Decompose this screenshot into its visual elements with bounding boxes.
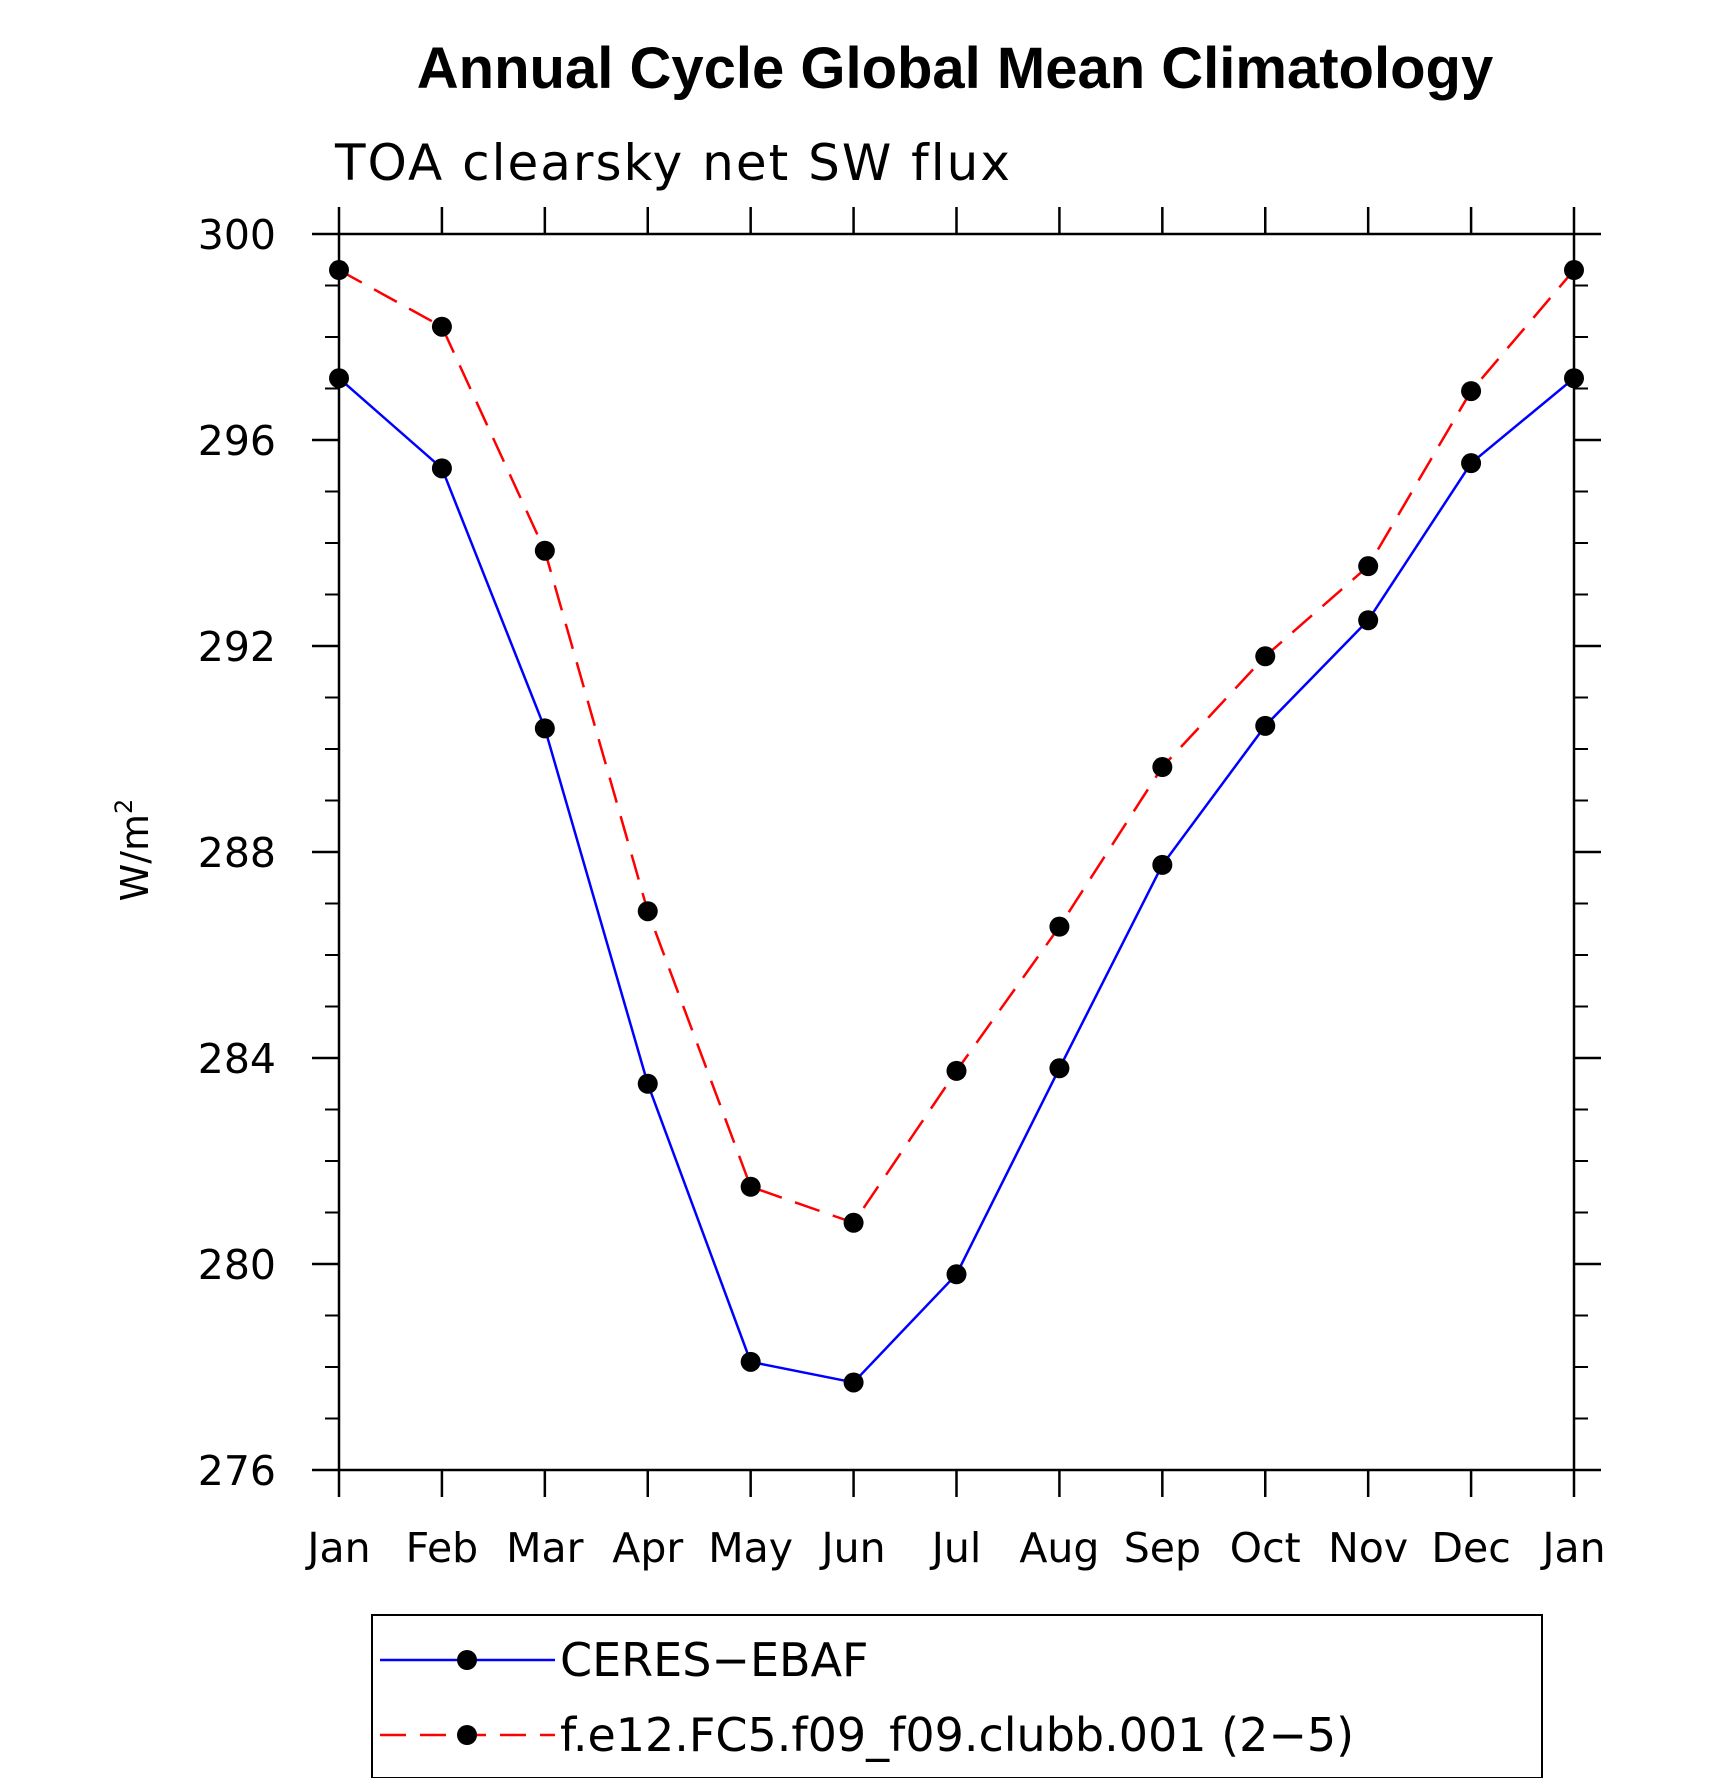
y-tick-label: 276 [198,1447,276,1495]
y-tick-label: 280 [198,1241,276,1289]
x-tick-label: Nov [1328,1524,1408,1572]
legend-box [371,1614,1543,1778]
data-point [740,1351,761,1372]
data-point [637,1073,658,1094]
data-point [1152,757,1173,778]
y-axis-label-base: W/m [113,814,157,901]
x-tick-label: Apr [612,1524,683,1572]
data-point [1564,260,1584,281]
x-tick-label: Jan [1539,1524,1605,1572]
chart-title: Annual Cycle Global Mean Climatology [417,36,1493,101]
series-0 [329,368,1584,1393]
x-tick-label: Dec [1431,1524,1510,1572]
y-tick-label: 292 [198,623,276,671]
y-tick-label: 296 [198,417,276,465]
data-point [1049,1058,1070,1079]
x-tick-label: Feb [406,1524,479,1572]
data-point [431,458,452,479]
x-tick-label: Jan [304,1524,370,1572]
data-point [946,1060,967,1081]
plot-area [337,232,1576,1472]
legend-label-model: f.e12.FC5.f09_f09.clubb.001 (2−5) [560,1708,1354,1762]
data-point [843,1372,864,1393]
x-tick-label: Mar [506,1524,583,1572]
data-point [1255,646,1276,667]
x-tick-label: Jul [929,1524,981,1572]
data-point [534,540,555,561]
data-point [1152,854,1173,875]
plot-frame [337,232,1576,1472]
x-tick-label: May [708,1524,793,1572]
legend: CERES−EBAF f.e12.FC5.f09_f09.clubb.001 (… [371,1614,1543,1778]
data-point [1461,381,1482,402]
chart-subtitle: TOA clearsky net SW flux [334,134,1012,192]
data-point [946,1264,967,1285]
data-point [1255,715,1276,736]
data-point [1358,556,1379,577]
data-point [329,368,349,389]
y-axis-label: W/m2 [110,799,157,902]
data-point [534,718,555,739]
x-tick-label: Oct [1230,1524,1301,1572]
legend-marker-model [457,1725,477,1745]
axis-ticks: 276 280 284 288 292 296 300 Jan Feb Mar Apr May Jun J… [198,207,1606,1572]
data-point [1049,916,1070,937]
y-tick-label: 300 [198,211,276,259]
legend-marker-ceres-ebaf [457,1650,477,1670]
x-tick-label: Jun [819,1524,886,1572]
data-point [1461,453,1482,474]
y-tick-label: 288 [198,829,276,877]
x-tick-label: Aug [1019,1524,1099,1572]
data-point [740,1176,761,1197]
data-point [637,901,658,922]
data-point [329,260,349,281]
data-point [431,316,452,337]
data-point [1358,610,1379,631]
series-1 [329,260,1584,1233]
x-tick-label: Sep [1124,1524,1201,1572]
data-point [1564,368,1584,389]
data-point [843,1212,864,1233]
series-group [329,260,1584,1393]
y-tick-label: 284 [198,1035,276,1083]
legend-label-ceres-ebaf: CERES−EBAF [560,1633,869,1687]
y-axis-label-superscript: 2 [110,799,138,814]
